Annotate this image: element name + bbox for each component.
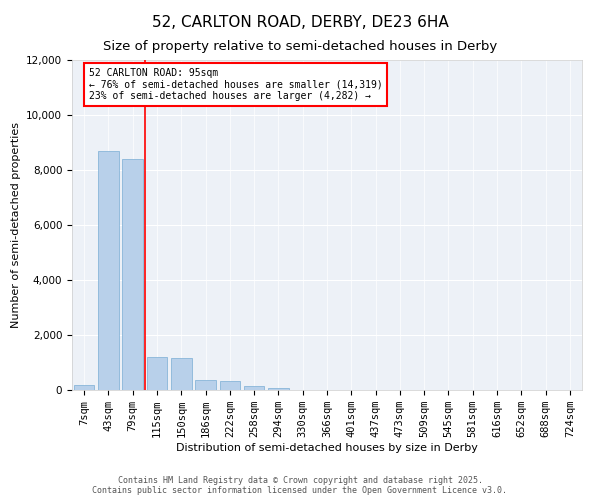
Bar <box>171 358 191 390</box>
Bar <box>268 388 289 390</box>
Bar <box>195 380 216 390</box>
Bar <box>98 151 119 390</box>
Text: Size of property relative to semi-detached houses in Derby: Size of property relative to semi-detach… <box>103 40 497 53</box>
Y-axis label: Number of semi-detached properties: Number of semi-detached properties <box>11 122 20 328</box>
Text: 52, CARLTON ROAD, DERBY, DE23 6HA: 52, CARLTON ROAD, DERBY, DE23 6HA <box>152 15 448 30</box>
Bar <box>122 159 143 390</box>
Text: Contains HM Land Registry data © Crown copyright and database right 2025.
Contai: Contains HM Land Registry data © Crown c… <box>92 476 508 495</box>
Bar <box>220 380 240 390</box>
Text: 52 CARLTON ROAD: 95sqm
← 76% of semi-detached houses are smaller (14,319)
23% of: 52 CARLTON ROAD: 95sqm ← 76% of semi-det… <box>89 68 382 102</box>
X-axis label: Distribution of semi-detached houses by size in Derby: Distribution of semi-detached houses by … <box>176 443 478 453</box>
Bar <box>146 357 167 390</box>
Bar <box>244 386 265 390</box>
Bar <box>74 384 94 390</box>
